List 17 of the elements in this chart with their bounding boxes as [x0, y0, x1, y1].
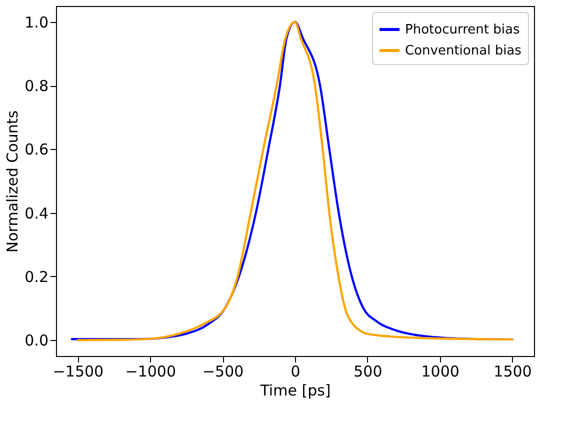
x-axis-title: Time [ps]: [259, 382, 331, 400]
x-tick-label: −1000: [125, 362, 176, 380]
x-tick-label: 500: [354, 362, 382, 380]
x-tick-label: 1000: [421, 362, 460, 380]
y-axis-title: Normalized Counts: [4, 110, 22, 253]
y-tick-label: 0.4: [24, 204, 48, 222]
y-tick-label: 0.0: [24, 332, 48, 350]
x-tick-label: 0: [290, 362, 300, 380]
y-tick-label: 0.6: [24, 140, 48, 159]
y-tick-label: 0.2: [24, 268, 48, 286]
legend-label: Conventional bias: [405, 44, 522, 58]
y-tick-label: 0.8: [24, 77, 48, 96]
legend-label: Photocurrent bias: [405, 22, 520, 38]
x-tick-label: −1500: [52, 362, 104, 380]
x-tick-label: 1500: [494, 362, 532, 380]
x-tick-label: −500: [202, 362, 244, 380]
y-tick-label: 1.0: [24, 13, 48, 32]
